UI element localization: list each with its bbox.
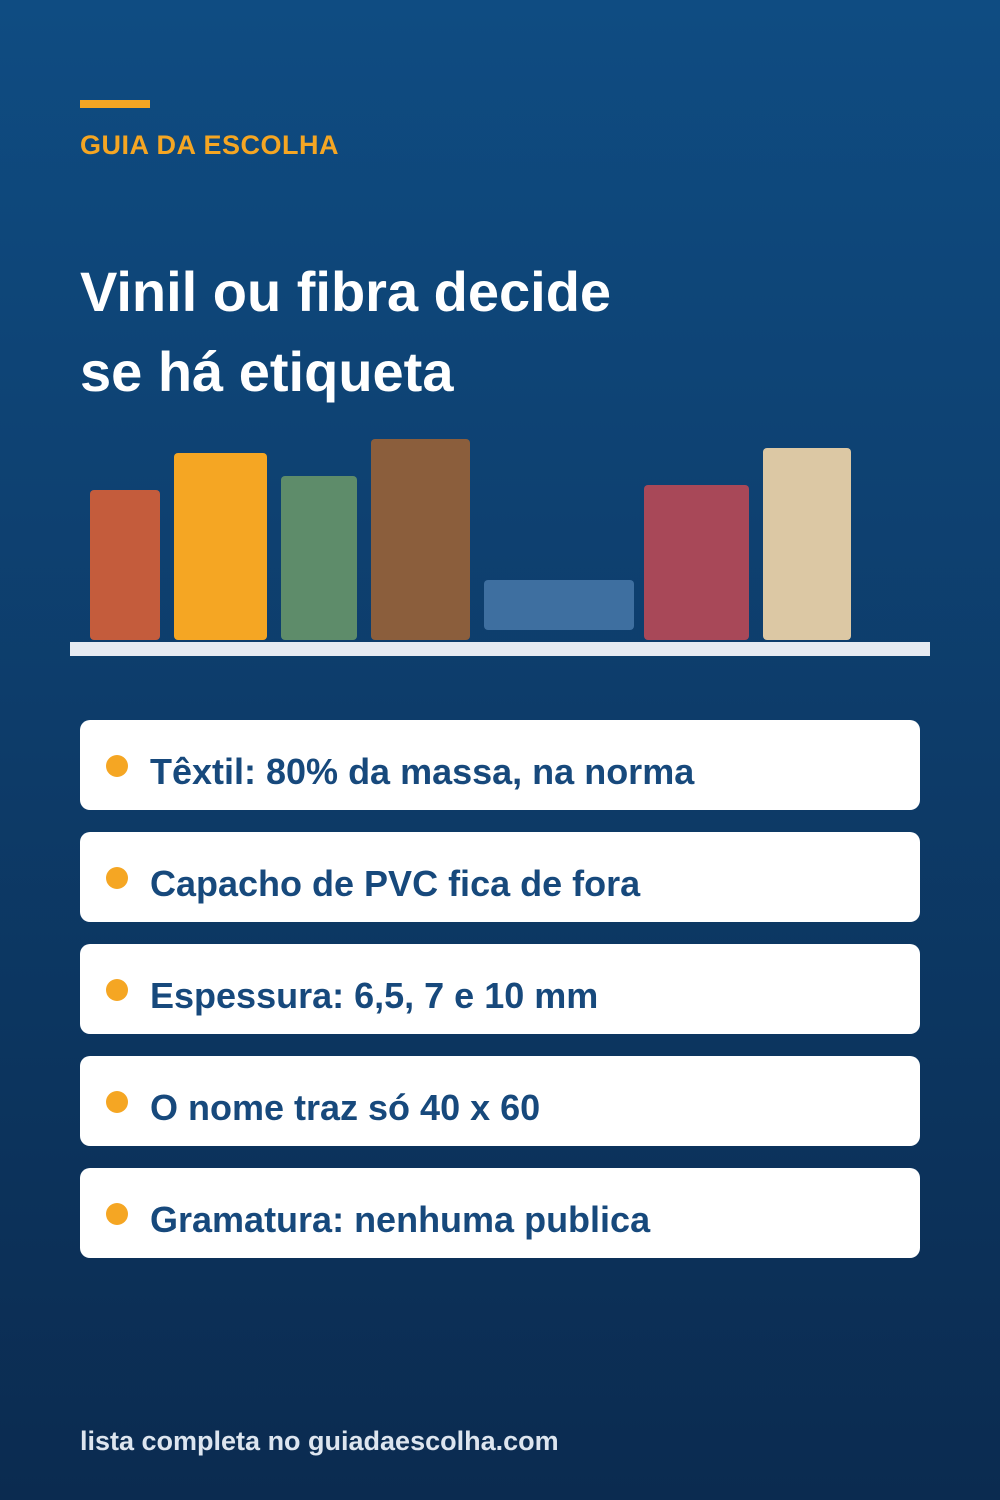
brand: GUIA DA ESCOLHA [80,130,340,160]
block [644,485,749,640]
title-line: Vinil ou fibra decide [80,260,612,323]
block [281,476,357,640]
block [371,439,470,640]
card-text: Capacho de PVC fica de fora [150,863,641,904]
bullet [106,867,128,889]
shelf [70,642,930,656]
card: Espessura: 6,5, 7 e 10 mm [80,944,920,1034]
bullet [106,1203,128,1225]
title: Vinil ou fibra decide se há etiqueta [80,252,611,412]
block [763,448,851,640]
accent-bar [80,100,150,108]
title-line: se há etiqueta [80,340,454,403]
block [174,453,267,640]
card: Capacho de PVC fica de fora [80,832,920,922]
card: O nome traz só 40 x 60 [80,1056,920,1146]
bullet [106,1091,128,1113]
card-text: Gramatura: nenhuma publica [150,1199,651,1240]
card-text: O nome traz só 40 x 60 [150,1087,541,1128]
card-text: Espessura: 6,5, 7 e 10 mm [150,975,599,1016]
card-list: Têxtil: 80% da massa, na norma Capacho de… [80,720,920,1280]
shelf-illustration [70,439,930,656]
bullet [106,755,128,777]
card: Têxtil: 80% da massa, na norma [80,720,920,810]
block [90,490,160,640]
card-text: Têxtil: 80% da massa, na norma [150,751,695,792]
bullet [106,979,128,1001]
footer: lista completa no guiadaescolha.com [80,1426,559,1456]
block [484,580,634,630]
card: Gramatura: nenhuma publica [80,1168,920,1258]
